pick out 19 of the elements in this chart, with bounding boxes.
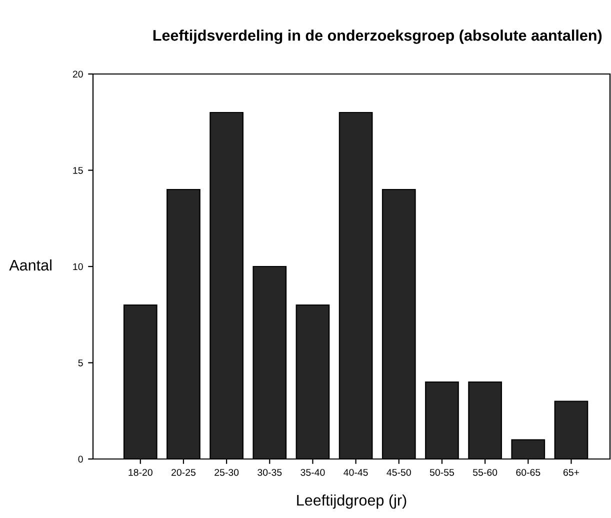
y-tick-label: 20 <box>72 70 83 78</box>
y-tick-label: 15 <box>73 167 83 174</box>
y-tick-label: 5 <box>78 360 83 366</box>
x-tick-label: 25-30 <box>214 468 239 476</box>
y-tick-label: 10 <box>73 263 83 270</box>
x-tick-label: 65+ <box>563 468 579 476</box>
y-tick-label: 0 <box>78 456 83 463</box>
x-tick-label: 20-25 <box>172 468 196 476</box>
y-axis-title: Aantal <box>9 259 52 271</box>
x-tick-label: 40-45 <box>344 468 368 476</box>
x-tick-label: 45-50 <box>386 468 411 476</box>
x-tick-label: 50-55 <box>430 468 454 476</box>
x-tick-label: 18-20 <box>128 468 152 476</box>
x-tick-label: 35-40 <box>300 468 325 476</box>
x-tick-label: 60-65 <box>516 468 540 476</box>
chart-title: Leeftijdsverdeling in de onderzoeksgroep (absolute aantallen) <box>153 30 602 44</box>
x-axis-title: Leeftijdgroep (jr) <box>297 494 406 509</box>
x-tick-label: 30-35 <box>258 468 282 476</box>
x-tick-label: 55-60 <box>473 468 498 476</box>
